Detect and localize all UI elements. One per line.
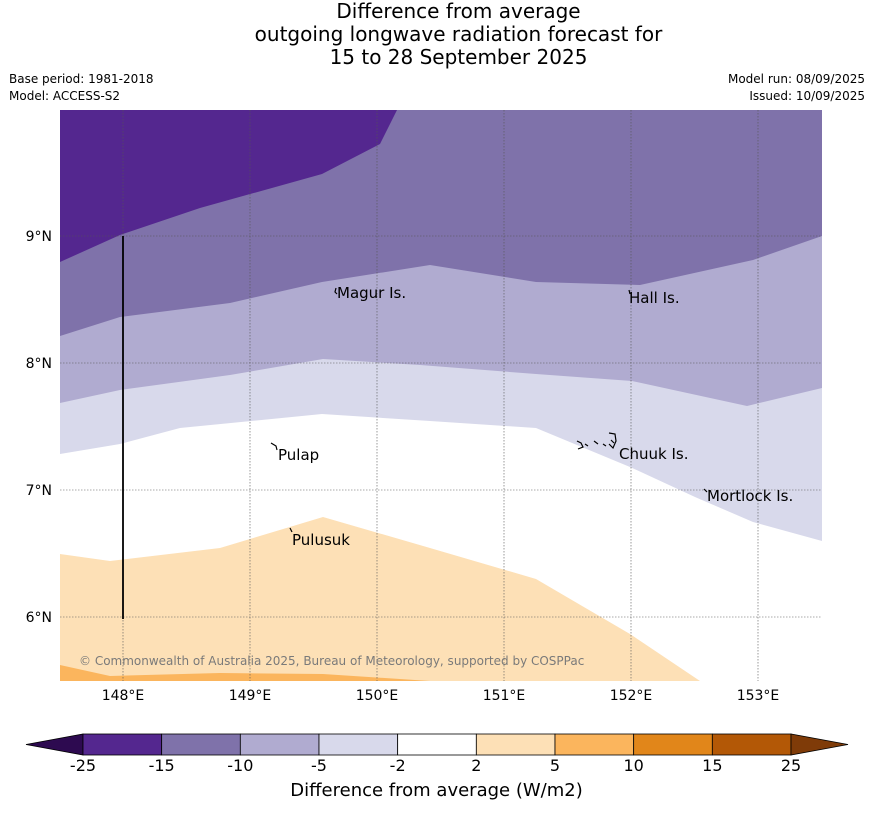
island-chuuk — [576, 432, 617, 450]
colorbar-title: Difference from average (W/m2) — [290, 780, 583, 801]
lat-tick-6n: 6°N — [26, 610, 52, 626]
colorbar-swatch — [711, 733, 792, 756]
lat-tick-9n: 9°N — [26, 229, 52, 245]
colorbar-swatch — [554, 733, 635, 756]
colorbar-tick-label: -2 — [389, 756, 406, 775]
meta-right: Model run: 08/09/2025 Issued: 10/09/2025 — [728, 71, 865, 105]
axis-labels: 148°E 149°E 150°E 151°E 152°E 153°E 9°N … — [26, 229, 780, 704]
colorbar-tick-label: -10 — [227, 756, 254, 775]
colorbar-tick-label: 5 — [549, 756, 561, 775]
lon-tick-151: 151°E — [483, 688, 526, 704]
label-hall: Hall Is. — [629, 289, 680, 307]
base-period: Base period: 1981-2018 — [9, 72, 154, 86]
band-5-10 — [60, 665, 430, 681]
lat-tick-8n: 8°N — [26, 356, 52, 372]
island-hall — [628, 289, 631, 295]
title-line-3: 15 to 28 September 2025 — [329, 45, 588, 69]
label-magur: Magur Is. — [337, 284, 406, 302]
colorbar-tick-label: -5 — [311, 756, 327, 775]
colorbar-tick-label: 10 — [623, 756, 644, 775]
label-chuuk: Chuuk Is. — [619, 445, 688, 463]
issued-date: Issued: 10/09/2025 — [749, 89, 865, 103]
colorbar-tick-label: -25 — [69, 756, 97, 775]
place-labels: Magur Is. Hall Is. Pulap Chuuk Is. Mortl… — [278, 284, 793, 549]
title-line-1: Difference from average — [336, 0, 581, 23]
island-pulap — [270, 442, 278, 451]
colorbar-tick-label: 15 — [702, 756, 723, 775]
colorbar-tick-label: -15 — [148, 756, 175, 775]
island-pulusuk — [289, 527, 293, 533]
colorbar-swatch — [318, 733, 399, 756]
title-line-2: outgoing longwave radiation forecast for — [254, 22, 663, 46]
colorbar-swatches — [25, 733, 849, 756]
colorbar-tick-label: 25 — [780, 756, 802, 775]
colorbar-swatch — [475, 733, 556, 756]
colorbar-swatch — [633, 733, 713, 756]
model-name: Model: ACCESS-S2 — [9, 89, 121, 103]
meta-left: Base period: 1981-2018 Model: ACCESS-S2 — [9, 71, 154, 105]
band-minus25-minus15 — [60, 110, 397, 262]
label-pulusuk: Pulusuk — [292, 531, 350, 549]
colorbar-extend-min — [25, 733, 84, 756]
lon-tick-150: 150°E — [356, 688, 399, 704]
lat-tick-7n: 7°N — [26, 483, 52, 499]
island-magur — [334, 287, 338, 295]
island-mortlock — [703, 488, 708, 493]
colorbar-swatch — [82, 733, 163, 756]
lon-tick-149: 149°E — [229, 688, 272, 704]
band-2-5 — [60, 517, 700, 681]
colorbar-extend-max — [790, 733, 849, 756]
colorbar-swatch — [161, 733, 241, 756]
model-run: Model run: 08/09/2025 — [727, 72, 865, 86]
lon-tick-153: 153°E — [737, 688, 780, 704]
lon-tick-152: 152°E — [610, 688, 653, 704]
copyright-text: © Commonwealth of Australia 2025, Bureau… — [79, 654, 584, 668]
colorbar-swatch — [239, 733, 320, 756]
map-contours — [60, 110, 822, 681]
lon-tick-148: 148°E — [102, 688, 145, 704]
label-pulap: Pulap — [278, 446, 319, 464]
island-outlines — [270, 287, 708, 533]
chart-title: Difference from average outgoing longwav… — [0, 0, 873, 69]
label-mortlock: Mortlock Is. — [707, 487, 793, 505]
colorbar-swatch — [397, 733, 477, 756]
colorbar-tick-label: 2 — [471, 756, 482, 775]
